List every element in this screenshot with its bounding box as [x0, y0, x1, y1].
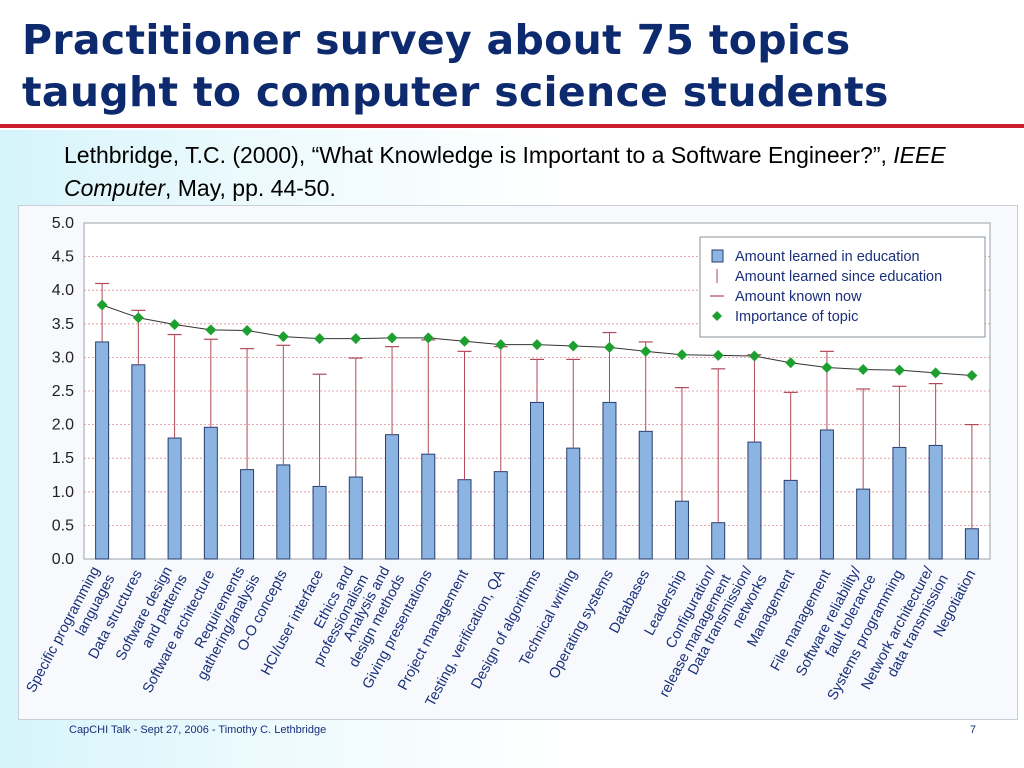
bar-learned-in-education: [167, 437, 182, 560]
y-tick-label: 2.5: [52, 383, 74, 400]
importance-point: [930, 367, 942, 379]
y-tick-label: 0.5: [52, 517, 74, 534]
bar-learned-in-education: [348, 476, 363, 560]
y-tick-label: 0.0: [52, 551, 74, 568]
importance-point: [748, 350, 760, 362]
y-tick-label: 4.0: [52, 282, 74, 299]
bar-learned-in-education: [276, 464, 291, 560]
bar-learned-in-education: [493, 471, 508, 560]
legend-swatch-diamond: [712, 311, 722, 321]
bar-learned-in-education: [421, 453, 436, 560]
citation-journal: IEEE Computer: [64, 142, 946, 201]
importance-point: [821, 361, 833, 373]
survey-chart: 0.00.51.01.52.02.53.03.54.04.55.0Specifi…: [24, 215, 991, 709]
bar-learned-in-education: [964, 528, 979, 560]
page-number: 7: [969, 724, 976, 736]
importance-point: [857, 363, 869, 375]
bar-learned-in-education: [638, 430, 653, 560]
bar-learned-in-education: [95, 341, 110, 560]
bar-learned-in-education: [240, 469, 255, 560]
importance-point: [350, 333, 362, 345]
bar-learned-in-education: [747, 441, 762, 560]
bar-learned-in-education: [856, 488, 871, 560]
importance-point: [422, 332, 434, 344]
citation-tail: , May, pp. 44-50.: [164, 175, 336, 201]
y-tick-label: 5.0: [52, 215, 74, 232]
title-divider: [0, 124, 1024, 128]
footer-text: CapCHI Talk - Sept 27, 2006 - Timothy C.…: [69, 724, 327, 736]
importance-point: [169, 318, 181, 330]
bar-learned-in-education: [928, 444, 943, 560]
importance-point: [966, 370, 978, 382]
importance-point: [314, 333, 326, 345]
chart-frame: 0.0 0.5 1.0 1.5 2.0 2.5 3.0 3.5 4.0 4.5 5.0 Specifi…: [18, 205, 1018, 720]
bar-learned-in-education: [530, 401, 544, 560]
y-tick-label: 2.0: [52, 417, 74, 434]
importance-point: [386, 332, 398, 344]
importance-point: [640, 345, 652, 357]
bar-learned-in-education: [312, 485, 327, 560]
citation: Lethbridge, T.C. (2000), “What Knowledge…: [64, 139, 984, 205]
bar-learned-in-education: [892, 446, 907, 560]
bar-learned-in-education: [203, 426, 218, 560]
y-tick-label: 3.5: [52, 316, 74, 333]
bar-learned-in-education: [711, 522, 726, 560]
bar-learned-in-education: [819, 429, 834, 560]
y-tick-label: 1.0: [52, 484, 74, 501]
importance-point: [893, 364, 905, 376]
bar-learned-in-education: [566, 447, 581, 560]
importance-point: [459, 335, 471, 347]
importance-point: [676, 349, 688, 361]
importance-point: [495, 339, 507, 351]
legend-box: [699, 236, 986, 338]
importance-point: [785, 357, 797, 369]
citation-main: Lethbridge, T.C. (2000), “What Knowledge…: [64, 142, 887, 168]
legend-label: Amount learned since education: [735, 269, 942, 285]
legend-label: Importance of topic: [735, 309, 858, 325]
y-tick-label: 1.5: [52, 450, 74, 467]
importance-point: [277, 331, 289, 343]
importance-point: [567, 340, 579, 352]
bar-learned-in-education: [131, 364, 146, 560]
bar-learned-in-education: [602, 401, 617, 560]
y-tick-label: 3.0: [52, 349, 74, 366]
bar-learned-in-education: [457, 479, 472, 560]
importance-point: [132, 312, 144, 324]
importance-point: [603, 341, 615, 353]
bar-learned-in-education: [674, 500, 689, 560]
legend-label: Amount known now: [735, 289, 862, 305]
slide-title: Practitioner survey about 75 topics taug…: [22, 16, 889, 116]
legend-swatch-bar: [711, 249, 724, 263]
importance-point: [712, 349, 724, 361]
y-tick-label: 4.5: [52, 249, 74, 266]
legend-label: Amount learned in education: [735, 249, 920, 265]
importance-point: [531, 339, 543, 351]
bar-learned-in-education: [385, 434, 400, 560]
importance-point: [96, 299, 108, 311]
bar-learned-in-education: [783, 479, 798, 560]
